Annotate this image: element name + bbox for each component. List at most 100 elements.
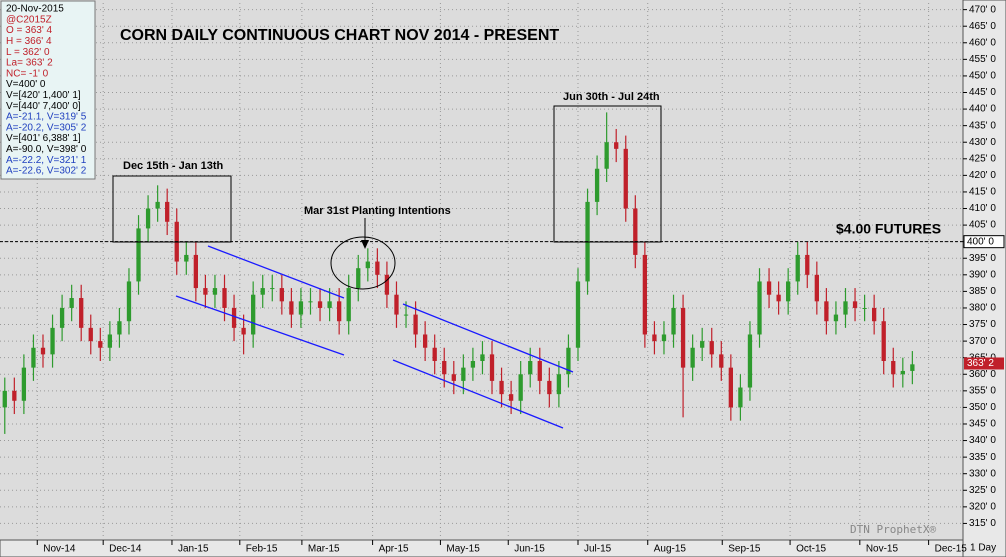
- candle-body: [843, 301, 848, 315]
- candle-body: [824, 301, 829, 322]
- candle-body: [642, 254, 648, 335]
- candle-body: [623, 148, 628, 209]
- y-tick-label: 370' 0: [969, 336, 996, 347]
- annotation: Mar 31st Planting Intentions: [304, 205, 451, 217]
- y-tick-label: 445' 0: [969, 87, 996, 98]
- candle-body: [337, 301, 342, 322]
- info-line: A=-22.6, V=302' 2: [6, 166, 87, 177]
- x-tick-label: Oct-15: [796, 544, 826, 555]
- candle-body: [289, 301, 294, 315]
- y-tick-label: 355' 0: [969, 385, 996, 396]
- info-line: A=-90.0, V=398' 0: [6, 144, 87, 155]
- candle-body: [356, 268, 361, 289]
- candle-body: [671, 307, 676, 335]
- candle-body: [795, 254, 800, 282]
- candle-body: [432, 347, 437, 361]
- candle-body: [317, 301, 323, 308]
- arrow-head: [361, 240, 369, 249]
- last-price-tag: [964, 357, 1004, 370]
- watermark: DTN ProphetX®: [850, 523, 936, 536]
- candle-body: [891, 361, 896, 375]
- info-line: V=[420' 1,400' 1]: [6, 90, 81, 101]
- candle-body: [365, 261, 370, 269]
- candle-body: [451, 374, 456, 381]
- info-line: L = 362' 0: [6, 47, 50, 58]
- candle-body: [375, 261, 380, 275]
- y-tick-label: 415' 0: [969, 187, 996, 198]
- candle-body: [222, 288, 227, 308]
- candle-body: [537, 361, 542, 381]
- y-tick-label: 470' 0: [969, 4, 996, 15]
- candle-body: [21, 367, 27, 401]
- info-panel: [0, 0, 96, 180]
- candle-body: [251, 294, 256, 335]
- info-line: @C2015Z: [6, 14, 52, 25]
- y-tick-label: 375' 0: [969, 319, 996, 330]
- channel-line: [207, 245, 345, 299]
- x-tick-label: Nov-14: [43, 544, 76, 555]
- candle-body: [910, 364, 915, 371]
- candle-body: [308, 301, 313, 303]
- plot-bg: [0, 0, 963, 540]
- y-tick-label: 315' 0: [969, 518, 996, 529]
- y-tick-label: 405' 0: [969, 220, 996, 231]
- x-tick-label: Feb-15: [246, 544, 278, 555]
- candle-body: [184, 254, 189, 262]
- candle-body: [165, 201, 170, 222]
- candle-body: [862, 307, 867, 309]
- x-tick-label: Mar-15: [308, 544, 340, 555]
- candle-body: [79, 298, 84, 328]
- candle-body: [881, 321, 886, 361]
- y-tick-label: 460' 0: [969, 37, 996, 48]
- x-tick-label: Jul-15: [584, 544, 612, 555]
- reference-label: $4.00 FUTURES: [836, 221, 941, 237]
- candle-body: [241, 327, 246, 335]
- candle-body: [384, 274, 390, 295]
- candle-body: [604, 142, 609, 169]
- candle-body: [480, 354, 485, 361]
- candle-body: [814, 274, 819, 302]
- candle-body: [508, 394, 514, 401]
- info-line: V=[440' 7,400' 0]: [6, 101, 81, 112]
- range-box: [112, 175, 232, 243]
- last-price-label: 363' 2: [967, 358, 994, 369]
- info-line: A=-20.2, V=305' 2: [6, 122, 87, 133]
- y-tick-label: 335' 0: [969, 452, 996, 463]
- candle-body: [728, 367, 733, 408]
- candle-body: [805, 254, 810, 275]
- info-line: A=-22.2, V=321' 1: [6, 155, 87, 166]
- candle-body: [575, 281, 581, 348]
- info-line: O = 363' 4: [6, 25, 53, 36]
- x-tick-label: Dec-15: [935, 544, 968, 555]
- channel-line: [175, 295, 345, 356]
- channel-line: [392, 359, 564, 429]
- candle-body: [31, 347, 36, 368]
- candle-body: [145, 208, 151, 229]
- candle-body: [700, 341, 705, 348]
- candle-body: [633, 208, 638, 255]
- candle-body: [193, 254, 198, 289]
- candle-body: [489, 354, 495, 381]
- candle-body: [69, 298, 74, 308]
- candle-body: [12, 390, 17, 401]
- y-tick-label: 340' 0: [969, 435, 996, 446]
- y-tick-label: 380' 0: [969, 303, 996, 314]
- candle-body: [413, 314, 418, 335]
- y-tick-label: 320' 0: [969, 501, 996, 512]
- candle-body: [270, 288, 275, 290]
- candle-body: [833, 314, 839, 322]
- candle-body: [212, 288, 218, 295]
- candle-body: [403, 314, 409, 316]
- x-tick-label: Jan-15: [178, 544, 209, 555]
- candle-body: [279, 288, 284, 302]
- candle-body: [346, 288, 351, 322]
- candle-body: [518, 374, 523, 401]
- candle-body: [50, 327, 55, 355]
- candle-body: [652, 334, 657, 342]
- candle-body: [2, 390, 7, 408]
- candle-body: [40, 347, 46, 355]
- candle-body: [126, 281, 132, 322]
- info-line: La= 363' 2: [6, 58, 53, 69]
- candle-body: [98, 341, 103, 348]
